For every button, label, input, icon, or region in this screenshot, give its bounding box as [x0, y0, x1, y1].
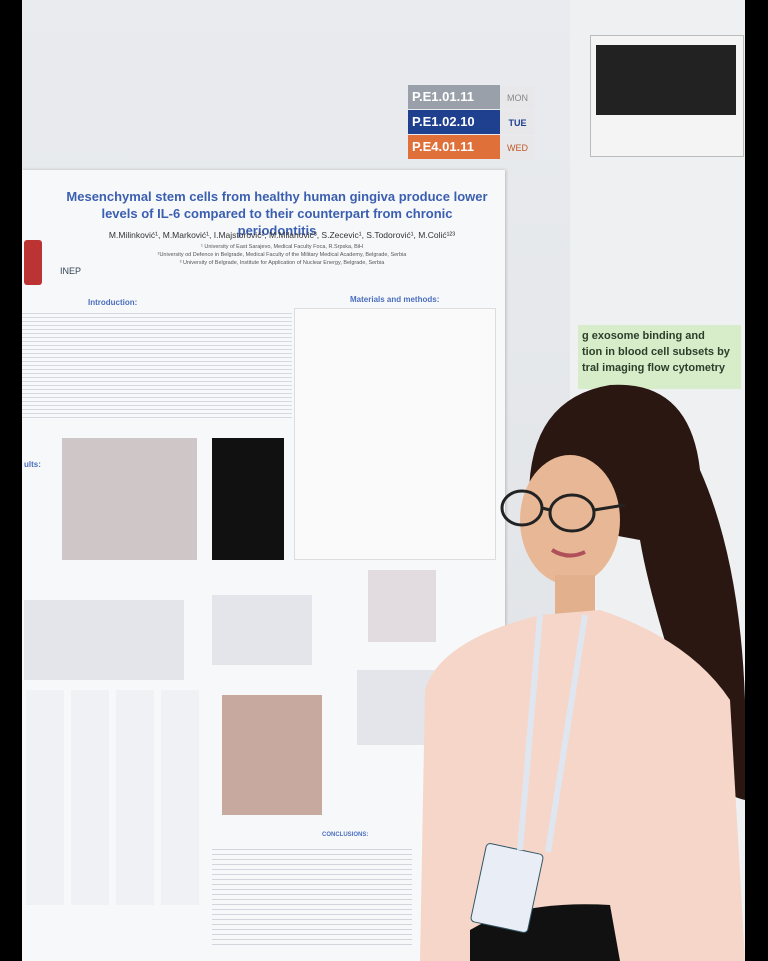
- logo-crest: [24, 240, 42, 285]
- tag-code: P.E1.02.10: [408, 110, 500, 134]
- tag-code: P.E4.01.11: [408, 135, 500, 159]
- histology-image: [62, 438, 197, 560]
- glasses: [500, 489, 626, 533]
- methods-diagram: [294, 308, 496, 560]
- session-tag: P.E1.01.11 MON: [408, 85, 535, 110]
- badge: [470, 843, 544, 933]
- session-tag: P.E1.02.10 TUE: [408, 110, 535, 135]
- confocal-image: [212, 438, 284, 560]
- lanyard: [517, 614, 588, 853]
- micrograph: [368, 570, 436, 642]
- section-heading: Materials and methods:: [350, 295, 440, 304]
- colony-figure: [212, 595, 312, 665]
- section-heading: Introduction:: [88, 298, 138, 307]
- affiliation: ¹ University of East Sarajevo, Medical F…: [201, 244, 363, 250]
- tag-day: TUE: [500, 111, 535, 135]
- logo-text: INEP: [60, 266, 82, 276]
- bar-figure: [24, 600, 184, 680]
- neighbor-photo-image: [596, 45, 736, 115]
- poster: Mesenchymal stem cells from healthy huma…: [22, 170, 505, 961]
- face: [520, 455, 620, 585]
- affiliation: ³ University of Belgrade, Institute for …: [179, 260, 385, 266]
- smile: [550, 548, 586, 558]
- conclusion-text: [212, 845, 412, 945]
- flow-histograms: [26, 690, 206, 905]
- neighbor-title-line: tion in blood cell subsets by: [582, 346, 730, 358]
- poster-title: Mesenchymal stem cells from healthy huma…: [66, 189, 488, 238]
- neighbor-title-line: g exosome binding and: [582, 330, 705, 342]
- session-tag: P.E4.01.11 WED: [408, 135, 535, 160]
- tag-code: P.E1.01.11: [408, 85, 500, 109]
- neighbor-title-line: tral imaging flow cytometry: [582, 362, 726, 374]
- section-heading: ults:: [24, 460, 41, 469]
- tag-day: WED: [500, 136, 535, 160]
- section-heading: CONCLUSIONS:: [322, 832, 369, 838]
- poster-authors: M.Milinković¹, M.Marković¹, I.Majstorovi…: [108, 230, 456, 240]
- intro-text: [22, 310, 292, 420]
- tag-day: MON: [500, 86, 535, 110]
- staining-figure: [222, 695, 322, 815]
- affiliation: ²University od Defence in Belgrade, Medi…: [157, 252, 407, 258]
- neighbor-poster-header: [578, 325, 741, 389]
